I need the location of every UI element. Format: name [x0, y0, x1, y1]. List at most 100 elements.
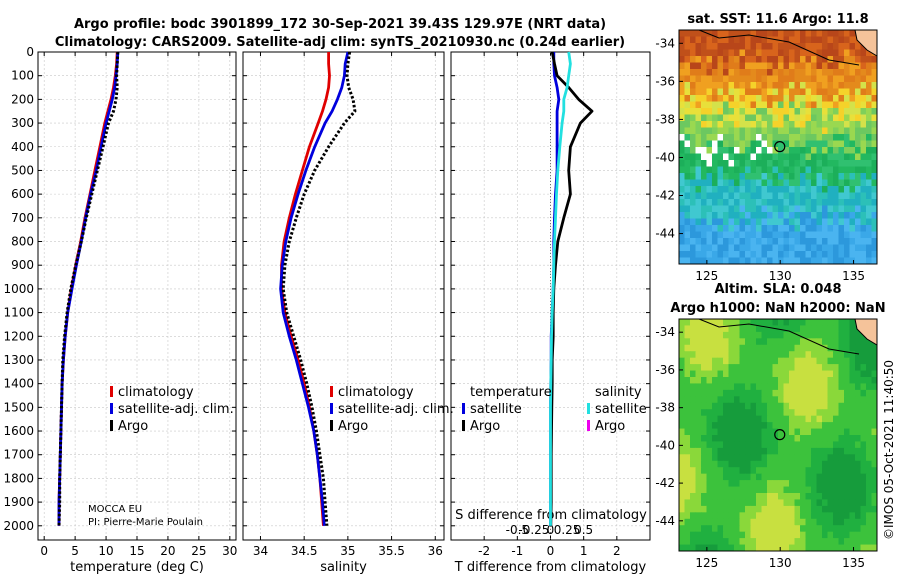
map-cell — [778, 30, 784, 37]
y-tick-label: 1900 — [3, 495, 34, 509]
map-cell — [690, 331, 696, 339]
map-cell — [772, 186, 779, 193]
map-cell — [690, 114, 696, 122]
map-cell — [871, 69, 878, 76]
map-cell — [844, 82, 850, 89]
map-cell — [706, 396, 713, 404]
map-cell — [717, 199, 724, 206]
map-cell — [739, 402, 746, 410]
map-cell — [794, 402, 801, 410]
map-cell — [860, 134, 867, 141]
map-cell — [855, 428, 861, 436]
map-cell — [745, 88, 751, 96]
map-cell — [860, 160, 867, 167]
map-cell — [761, 82, 768, 89]
map-cell — [866, 531, 872, 539]
map-cell — [728, 538, 735, 546]
map-cell — [756, 43, 762, 50]
map-cell — [783, 147, 790, 154]
map-cell — [794, 101, 801, 109]
map-cell — [822, 447, 828, 455]
map-y-tick-label: -42 — [655, 189, 675, 203]
map-cell — [789, 512, 795, 520]
map-cell — [789, 62, 795, 70]
map-cell — [684, 396, 691, 404]
map-cell — [717, 422, 724, 430]
map-cell — [717, 505, 724, 513]
map-cell — [816, 454, 823, 462]
map-cell — [745, 75, 751, 83]
map-cell — [728, 257, 735, 265]
map-cell — [844, 43, 850, 50]
map-cell — [794, 108, 801, 115]
map-cell — [800, 69, 806, 76]
map-cell — [871, 538, 878, 546]
map-cell — [745, 389, 751, 397]
map-cell — [811, 525, 817, 533]
map-cell — [778, 101, 784, 109]
map-cell — [756, 415, 762, 423]
map-cell — [684, 238, 691, 245]
map-cell — [690, 62, 696, 70]
map-cell — [844, 331, 850, 339]
map-cell — [811, 319, 817, 326]
map-cell — [739, 531, 746, 539]
map-cell — [871, 473, 878, 481]
map-cell — [701, 486, 707, 494]
map-cell — [750, 225, 757, 232]
map-cell — [833, 82, 839, 89]
map-cell — [794, 389, 801, 397]
map-cell — [838, 473, 845, 481]
map-cell — [838, 121, 845, 128]
map-cell — [816, 409, 823, 417]
map-cell — [838, 435, 845, 442]
map-cell — [871, 377, 878, 384]
map-cell — [695, 512, 702, 520]
map-cell — [827, 192, 834, 200]
map-cell — [871, 166, 878, 174]
map-cell — [701, 166, 707, 174]
map-cell — [816, 134, 823, 141]
map-cell — [822, 49, 828, 57]
map-cell — [761, 153, 768, 161]
map-cell — [794, 88, 801, 96]
map-cell — [772, 127, 779, 135]
map-cell — [690, 192, 696, 200]
map-cell — [811, 518, 817, 526]
map-cell — [739, 319, 746, 326]
map-cell — [728, 160, 735, 167]
map-cell — [701, 95, 707, 102]
map-cell — [794, 351, 801, 359]
map-cell — [739, 88, 746, 96]
map-cell — [695, 179, 702, 187]
map-cell — [778, 173, 784, 180]
y-tick-label: 1200 — [3, 329, 34, 343]
map-cell — [871, 238, 878, 245]
map-cell — [728, 173, 735, 180]
map-cell — [761, 415, 768, 423]
map-cell — [800, 441, 806, 449]
map-cell — [866, 56, 872, 63]
map-cell — [739, 447, 746, 455]
map-cell — [822, 493, 828, 500]
map-cell — [778, 82, 784, 89]
map-cell — [684, 257, 691, 265]
map-cell — [772, 238, 779, 245]
map-cell — [855, 179, 861, 187]
map-cell — [822, 30, 828, 37]
map-cell — [866, 454, 872, 462]
map-cell — [767, 82, 773, 89]
map-cell — [728, 389, 735, 397]
map-cell — [855, 212, 861, 219]
map-cell — [761, 441, 768, 449]
map-cell — [783, 49, 790, 57]
map-cell — [800, 435, 806, 442]
map-cell — [816, 36, 823, 44]
map-cell — [695, 402, 702, 410]
map-cell — [690, 319, 696, 326]
map-cell — [866, 370, 872, 378]
map-cell — [734, 351, 740, 359]
map-cell — [838, 69, 845, 76]
map-cell — [822, 370, 828, 378]
map-cell — [871, 531, 878, 539]
